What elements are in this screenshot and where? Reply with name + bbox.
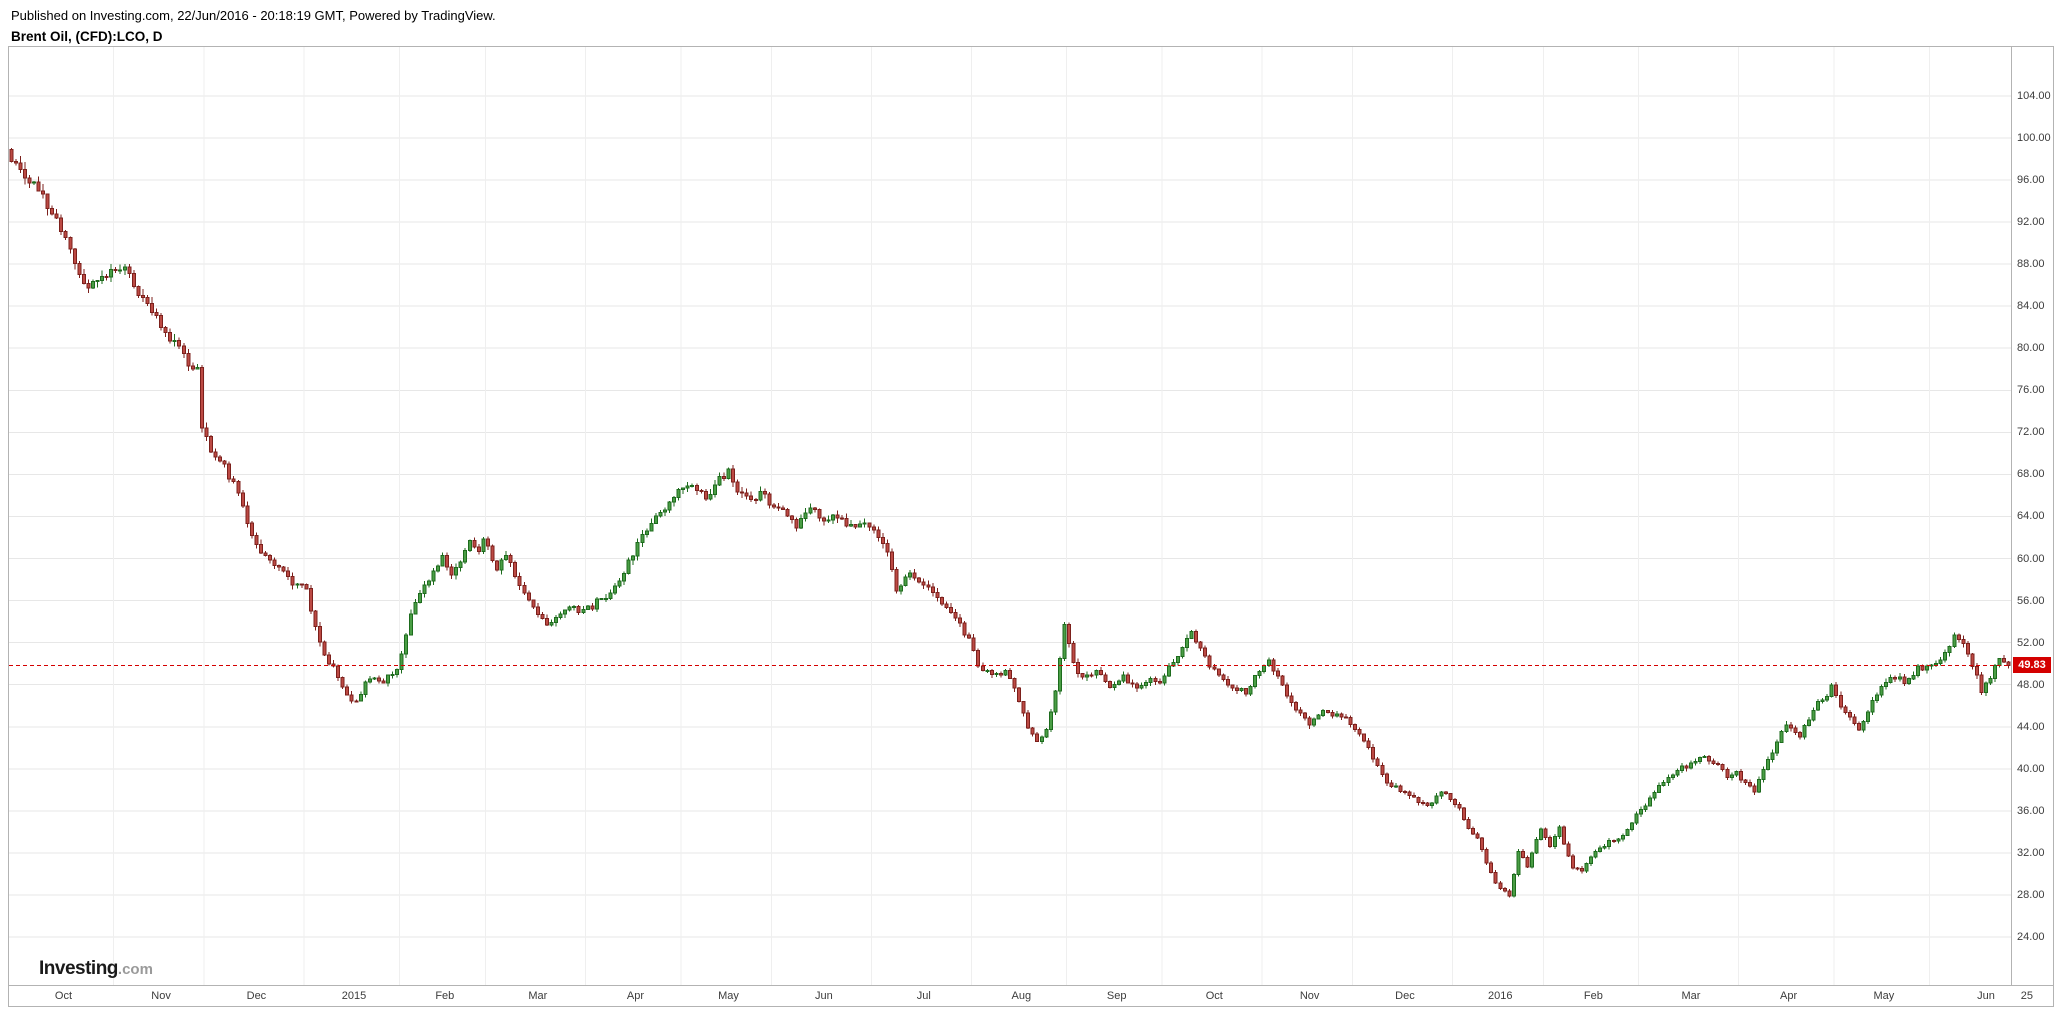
time-tick-label: May [718, 990, 739, 1002]
chart-header: Published on Investing.com, 22/Jun/2016 … [11, 8, 496, 44]
price-tick-label: 84.00 [2017, 300, 2045, 313]
price-tick-label: 40.00 [2017, 762, 2045, 775]
price-tick-label: 88.00 [2017, 258, 2045, 271]
time-tick-label: May [1873, 990, 1895, 1002]
candlestick-plot[interactable] [9, 47, 2011, 985]
time-tick-label: Mar [1681, 990, 1701, 1002]
price-tick-label: 68.00 [2017, 468, 2045, 481]
price-tick-label: 24.00 [2017, 931, 2045, 944]
time-tick-label: Aug [1011, 990, 1032, 1002]
time-tick-label: Apr [626, 990, 645, 1002]
candlestick-series [9, 47, 2011, 985]
investing-logo: Investing.com [39, 958, 153, 980]
chart-frame: 49.83 24.00 28.00 32.00 36.00 40.00 44.00 48.0… [8, 46, 2054, 1007]
price-tick-label: 96.00 [2017, 174, 2045, 186]
symbol-title: Brent Oil, (CFD):LCO, D [11, 29, 163, 44]
time-tick-label: Feb [435, 990, 455, 1002]
time-tick-label: 2016 [1488, 990, 1513, 1002]
price-tick-label: 80.00 [2017, 342, 2045, 355]
last-price-label: 49.83 [2013, 657, 2051, 674]
price-tick-label: 48.00 [2017, 678, 2045, 691]
price-tick-label: 76.00 [2017, 384, 2045, 397]
time-tick-label: 25 [2020, 990, 2033, 1002]
price-tick-label: 92.00 [2017, 216, 2045, 229]
time-tick-label: Apr [1779, 990, 1798, 1002]
time-tick-label: Dec [1395, 990, 1415, 1002]
time-tick-label: Jun [814, 990, 833, 1002]
time-tick-label: Mar [528, 990, 548, 1002]
time-tick-label: Oct [1205, 990, 1223, 1002]
time-tick-label: Dec [246, 990, 267, 1002]
time-tick-label: Nov [1299, 990, 1320, 1002]
time-axis[interactable]: Oct Nov Dec 2015 Feb Mar Apr May Jun Jul Aug Sep Oct… [9, 985, 2053, 1006]
price-tick-label: 72.00 [2017, 426, 2045, 439]
investing-logo-suffix: .com [117, 961, 153, 978]
price-tick-label: 52.00 [2017, 636, 2045, 649]
price-tick-label: 100.00 [2017, 131, 2051, 144]
price-tick-label: 44.00 [2017, 720, 2045, 733]
time-tick-label: Jul [916, 990, 931, 1002]
price-axis[interactable]: 49.83 24.00 28.00 32.00 36.00 40.00 44.00 48.0… [2011, 47, 2053, 985]
published-info: Published on Investing.com, 22/Jun/2016 … [11, 8, 496, 23]
time-tick-label: Nov [151, 990, 171, 1002]
time-tick-label: Oct [54, 990, 73, 1002]
time-tick-label: 2015 [341, 990, 367, 1002]
time-tick-label: Feb [1583, 990, 1603, 1002]
price-tick-label: 104.00 [2017, 89, 2051, 102]
time-tick-label: Sep [1106, 990, 1127, 1002]
time-tick-label: Jun [1977, 990, 1995, 1002]
price-tick-label: 60.00 [2017, 552, 2045, 565]
price-tick-label: 56.00 [2017, 594, 2045, 607]
investing-logo-text: Investing [39, 958, 118, 979]
price-tick-label: 28.00 [2017, 888, 2045, 901]
price-tick-label: 36.00 [2017, 804, 2045, 817]
price-tick-label: 64.00 [2017, 510, 2045, 523]
price-tick-label: 32.00 [2017, 846, 2045, 859]
